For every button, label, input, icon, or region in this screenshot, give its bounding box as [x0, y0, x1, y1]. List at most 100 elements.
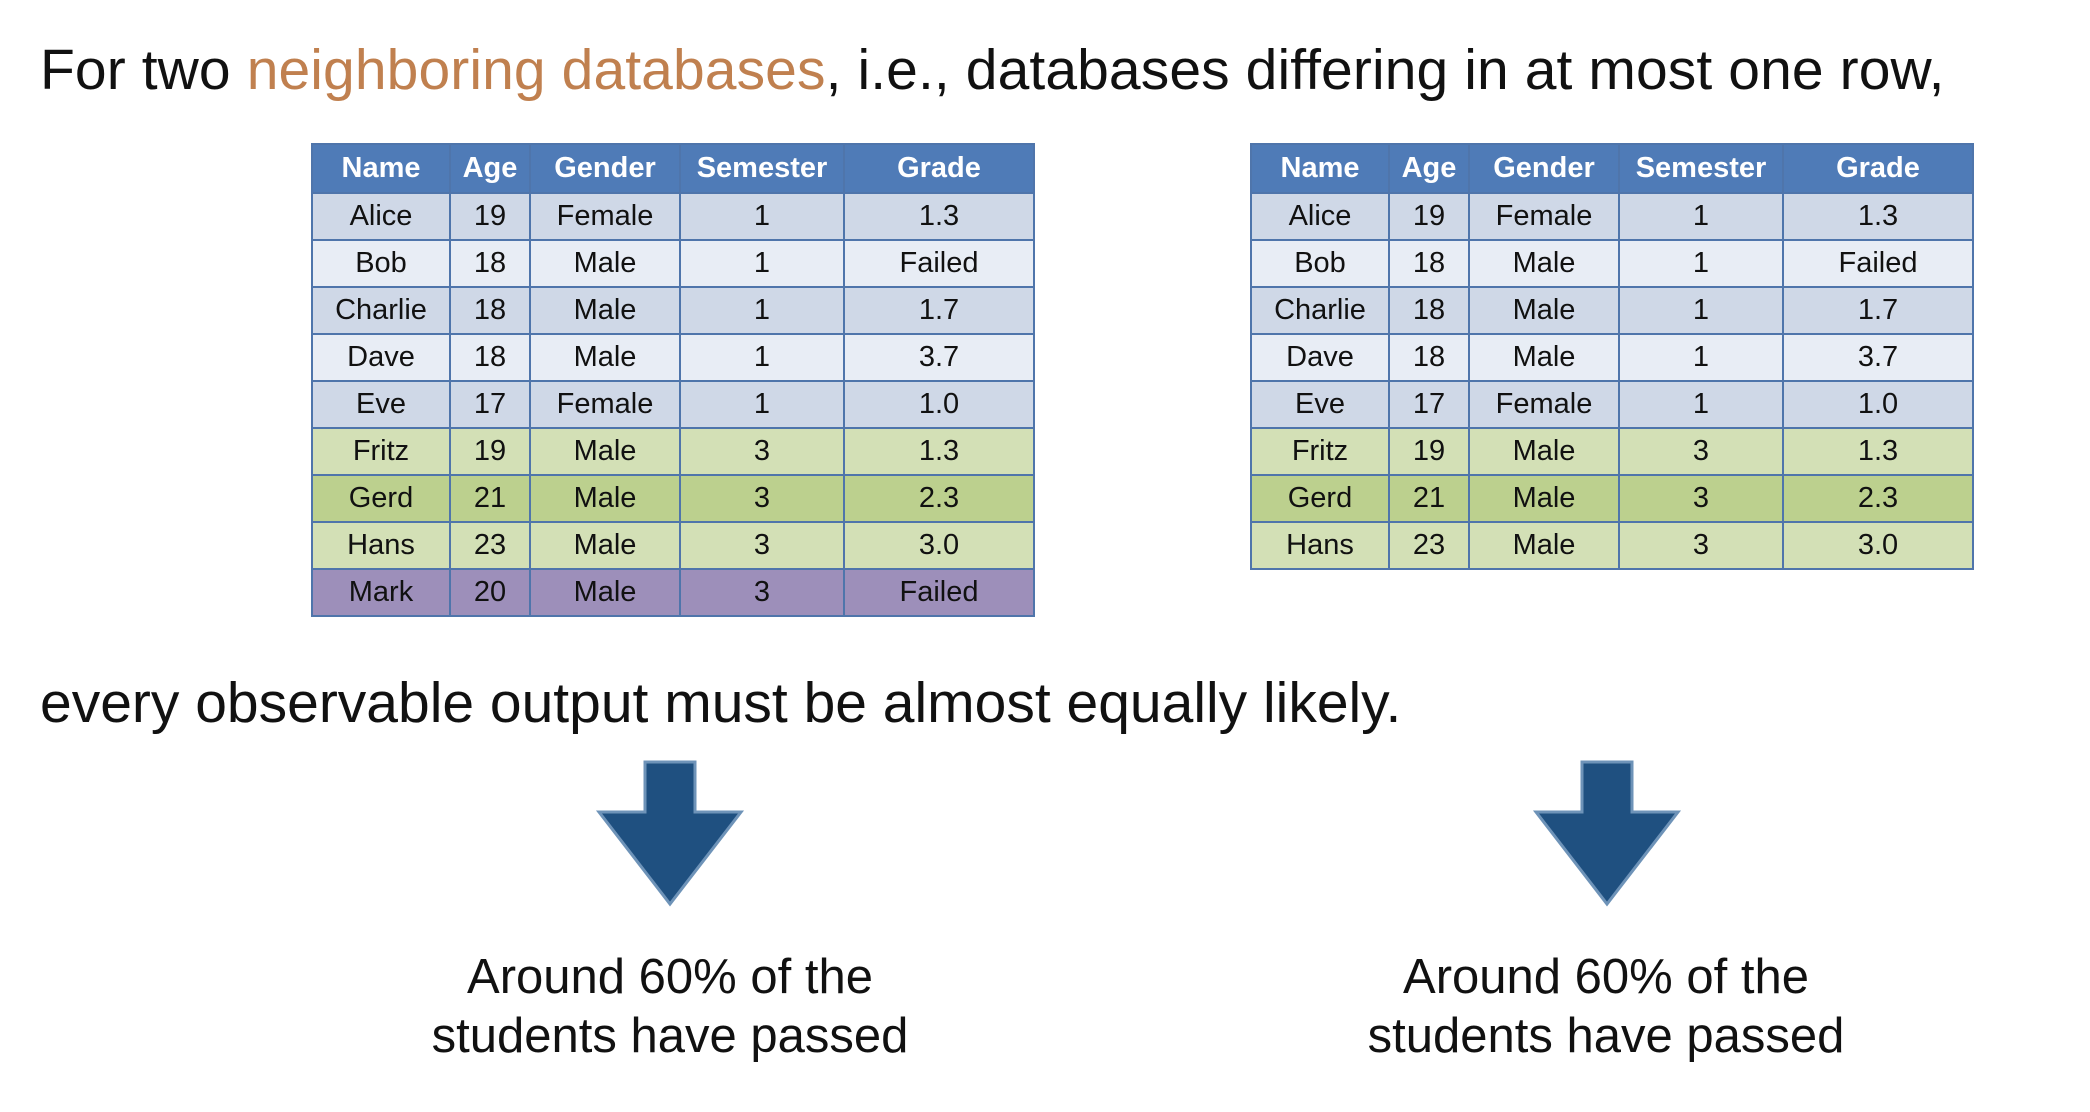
subline: every observable output must be almost e… [40, 671, 1402, 735]
cell-grade: 1.3 [1782, 427, 1974, 476]
table-row: Fritz 19 Male 3 1.3 [1250, 427, 1974, 476]
cell-age: 23 [449, 521, 531, 570]
cell-grade: Failed [843, 568, 1035, 617]
cell-semester: 3 [1618, 427, 1784, 476]
down-arrow-icon [595, 760, 745, 907]
table-row: Bob 18 Male 1 Failed [311, 239, 1035, 288]
cell-grade: Failed [1782, 239, 1974, 288]
cell-age: 21 [1388, 474, 1470, 523]
cell-age: 19 [449, 427, 531, 476]
cell-gender: Female [529, 380, 681, 429]
cell-name: Fritz [1250, 427, 1390, 476]
cell-grade: 1.3 [843, 427, 1035, 476]
cell-name: Eve [311, 380, 451, 429]
column-header-grade: Grade [843, 143, 1035, 194]
output-caption-left: Around 60% of the students have passed [320, 948, 1020, 1066]
cell-name: Dave [1250, 333, 1390, 382]
cell-gender: Male [529, 286, 681, 335]
cell-semester: 3 [679, 427, 845, 476]
cell-age: 19 [1388, 192, 1470, 241]
cell-grade: 1.0 [843, 380, 1035, 429]
cell-name: Hans [1250, 521, 1390, 570]
cell-grade: 3.7 [843, 333, 1035, 382]
cell-age: 23 [1388, 521, 1470, 570]
cell-name: Charlie [1250, 286, 1390, 335]
table-row: Bob 18 Male 1 Failed [1250, 239, 1974, 288]
cell-grade: 1.7 [1782, 286, 1974, 335]
cell-semester: 1 [1618, 380, 1784, 429]
cell-name: Alice [1250, 192, 1390, 241]
table-row: Dave 18 Male 1 3.7 [311, 333, 1035, 382]
cell-age: 17 [1388, 380, 1470, 429]
headline-accent: neighboring databases [246, 38, 826, 102]
cell-semester: 1 [679, 239, 845, 288]
cell-gender: Male [529, 427, 681, 476]
table-row: Charlie 18 Male 1 1.7 [311, 286, 1035, 335]
cell-name: Hans [311, 521, 451, 570]
left-database-table: Name Age Gender Semester Grade Alice 19 … [311, 143, 1035, 617]
table-row: Charlie 18 Male 1 1.7 [1250, 286, 1974, 335]
cell-gender: Female [1468, 192, 1620, 241]
cell-semester: 1 [679, 286, 845, 335]
cell-semester: 1 [1618, 333, 1784, 382]
output-caption-right: Around 60% of the students have passed [1256, 948, 1956, 1066]
column-header-gender: Gender [1468, 143, 1620, 194]
cell-grade: 2.3 [843, 474, 1035, 523]
cell-semester: 3 [679, 521, 845, 570]
cell-name: Mark [311, 568, 451, 617]
cell-name: Alice [311, 192, 451, 241]
cell-grade: 3.0 [1782, 521, 1974, 570]
cell-semester: 3 [679, 568, 845, 617]
column-header-gender: Gender [529, 143, 681, 194]
cell-semester: 1 [679, 192, 845, 241]
output-caption-line: Around 60% of the [1403, 950, 1809, 1004]
table-header-row: Name Age Gender Semester Grade [311, 143, 1035, 194]
output-caption-line: students have passed [431, 1009, 909, 1063]
table-row: Hans 23 Male 3 3.0 [1250, 521, 1974, 570]
cell-gender: Male [529, 239, 681, 288]
cell-semester: 1 [1618, 239, 1784, 288]
column-header-grade: Grade [1782, 143, 1974, 194]
cell-grade: 3.7 [1782, 333, 1974, 382]
cell-age: 18 [1388, 286, 1470, 335]
cell-semester: 3 [1618, 521, 1784, 570]
table-row: Hans 23 Male 3 3.0 [311, 521, 1035, 570]
cell-gender: Male [529, 333, 681, 382]
table-row: Gerd 21 Male 3 2.3 [1250, 474, 1974, 523]
cell-name: Eve [1250, 380, 1390, 429]
cell-age: 19 [449, 192, 531, 241]
cell-grade: Failed [843, 239, 1035, 288]
output-caption-line: students have passed [1367, 1009, 1845, 1063]
cell-age: 17 [449, 380, 531, 429]
table-row-differing: Mark 20 Male 3 Failed [311, 568, 1035, 617]
cell-grade: 1.3 [843, 192, 1035, 241]
cell-grade: 1.0 [1782, 380, 1974, 429]
table-row: Dave 18 Male 1 3.7 [1250, 333, 1974, 382]
cell-grade: 1.7 [843, 286, 1035, 335]
headline: For two neighboring databases, i.e., dat… [40, 30, 1945, 110]
table-row: Alice 19 Female 1 1.3 [1250, 192, 1974, 241]
table-row: Eve 17 Female 1 1.0 [311, 380, 1035, 429]
cell-gender: Male [1468, 333, 1620, 382]
cell-name: Fritz [311, 427, 451, 476]
cell-name: Bob [1250, 239, 1390, 288]
cell-name: Dave [311, 333, 451, 382]
cell-age: 20 [449, 568, 531, 617]
table-row: Alice 19 Female 1 1.3 [311, 192, 1035, 241]
cell-gender: Male [1468, 427, 1620, 476]
column-header-age: Age [449, 143, 531, 194]
column-header-semester: Semester [1618, 143, 1784, 194]
cell-name: Bob [311, 239, 451, 288]
cell-semester: 3 [679, 474, 845, 523]
headline-prefix: For two [40, 38, 247, 102]
column-header-name: Name [311, 143, 451, 194]
headline-suffix: , i.e., databases differing in at most o… [825, 38, 1945, 102]
output-caption-line: Around 60% of the [467, 950, 873, 1004]
table-row: Gerd 21 Male 3 2.3 [311, 474, 1035, 523]
cell-gender: Female [529, 192, 681, 241]
cell-name: Charlie [311, 286, 451, 335]
cell-age: 19 [1388, 427, 1470, 476]
cell-grade: 2.3 [1782, 474, 1974, 523]
cell-name: Gerd [311, 474, 451, 523]
cell-name: Gerd [1250, 474, 1390, 523]
